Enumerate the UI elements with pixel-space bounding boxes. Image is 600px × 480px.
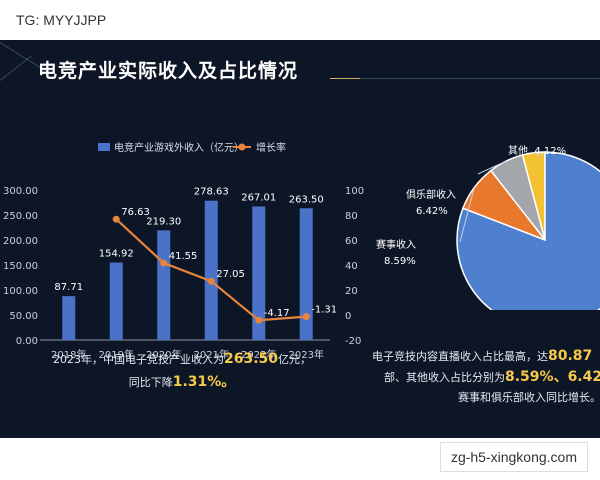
growth-point xyxy=(160,259,168,267)
pie-chart: 其他, 4.12% 俱乐部收入 6.42% 赛事收入 8.59% xyxy=(376,144,600,310)
legend-bar-label: 电竞产业游戏外收入（亿元） xyxy=(114,141,244,154)
page-title: 电竞产业实际收入及占比情况 xyxy=(38,60,299,82)
x-tick-label: 2018年 xyxy=(51,348,86,361)
pie-leader-line xyxy=(533,152,543,157)
growth-point xyxy=(302,313,310,321)
note-right-line1-text: 电子竞技内容直播收入占比最高，达 xyxy=(372,350,548,363)
decor-line xyxy=(330,78,600,79)
bar xyxy=(109,262,123,340)
pie-label: 其他, 4.12% xyxy=(508,144,566,157)
note-right-line2-text: 部、其他收入占比分别为 xyxy=(384,371,505,384)
growth-value-label: -4.17 xyxy=(264,308,290,319)
x-tick-label: 2020年 xyxy=(146,348,181,361)
x-tick-label: 2023年 xyxy=(289,348,324,361)
decor-line xyxy=(330,78,360,79)
y-right-tick-label: 80 xyxy=(345,211,358,222)
note-right: 电子竞技内容直播收入占比最高，达80.87 部、其他收入占比分别为8.59%、6… xyxy=(372,346,600,408)
growth-point xyxy=(112,215,120,223)
y-left-tick-label: 300.00 xyxy=(3,186,38,197)
y-right-tick-label: 100 xyxy=(345,186,364,197)
y-right-tick-label: 60 xyxy=(345,236,358,247)
legend-line-marker xyxy=(238,143,246,151)
bar xyxy=(62,296,76,340)
note-left-line2-value: 1.31%。 xyxy=(172,374,236,390)
bar-value-label: 263.50 xyxy=(289,194,324,205)
dashboard-slide: 电竞产业实际收入及占比情况 0.00 50.00 100.00 150.00 200.0… xyxy=(0,40,600,438)
growth-value-label: 41.55 xyxy=(169,251,198,262)
combo-chart: 0.00 50.00 100.00 150.00 200.00 250.00 300.00 -… xyxy=(3,141,364,361)
bar xyxy=(252,206,266,340)
growth-value-label: -1.31 xyxy=(311,305,337,316)
pie-leader-line xyxy=(477,160,507,175)
x-tick-label: 2021年 xyxy=(194,348,229,361)
y-right-tick-label: -20 xyxy=(345,336,361,347)
bar-value-label: 267.01 xyxy=(241,192,276,203)
bar-value-label: 87.71 xyxy=(54,282,83,293)
growth-value-label: 27.05 xyxy=(216,269,245,280)
note-left-line2: 同比下降1.31%。 xyxy=(32,371,332,394)
note-left-line2-prefix: 同比下降 xyxy=(128,376,173,389)
bar-value-label: 154.92 xyxy=(99,249,134,260)
note-left-prefix: 2023年，中国电子竞技产业收入为 xyxy=(52,353,224,366)
y-left-tick-label: 50.00 xyxy=(9,311,38,322)
note-left-value: 263.50 xyxy=(223,351,279,367)
bar-value-label: 219.30 xyxy=(146,216,181,227)
growth-point xyxy=(207,277,215,285)
bar-value-label: 278.63 xyxy=(194,187,229,198)
y-left-tick-label: 100.00 xyxy=(3,286,38,297)
pie-leader-line xyxy=(459,187,475,243)
bar xyxy=(157,230,171,340)
note-right-line3: 赛事和俱乐部收入同比增长。 xyxy=(372,388,600,408)
bar xyxy=(299,208,313,340)
watermark-top: TG: MYYJJPP xyxy=(8,8,115,32)
note-right-line1: 电子竞技内容直播收入占比最高，达80.87 xyxy=(372,346,600,367)
pie-label: 赛事收入 xyxy=(376,238,416,251)
growth-point xyxy=(255,316,263,324)
y-left-tick-label: 200.00 xyxy=(3,236,38,247)
note-right-line2: 部、其他收入占比分别为8.59%、6.42 xyxy=(372,367,600,388)
y-left-tick-label: 0.00 xyxy=(16,336,38,347)
y-right-tick-label: 0 xyxy=(345,311,351,322)
note-left-line1: 2023年，中国电子竞技产业收入为263.50亿元， xyxy=(32,348,332,371)
pie-label: 8.59% xyxy=(384,256,416,267)
pie-label: 俱乐部收入 xyxy=(406,188,456,201)
decor-line xyxy=(0,55,32,81)
note-right-line2-value: 8.59%、6.42 xyxy=(505,369,600,385)
pie-label: 6.42% xyxy=(416,206,448,217)
x-tick-label: 2019年 xyxy=(99,348,134,361)
growth-value-label: 76.63 xyxy=(121,207,150,218)
bar xyxy=(204,200,218,340)
note-left: 2023年，中国电子竞技产业收入为263.50亿元， 同比下降1.31%。 xyxy=(32,348,332,394)
legend-bar-swatch xyxy=(98,143,110,151)
x-tick-label: 2022年 xyxy=(241,348,276,361)
pie-slice xyxy=(456,151,600,310)
legend-line-label: 增长率 xyxy=(256,141,286,154)
note-right-line3-text: 赛事和俱乐部收入同比增长。 xyxy=(458,391,600,404)
note-left-suffix: 亿元， xyxy=(278,353,312,366)
y-left-tick-label: 250.00 xyxy=(3,211,38,222)
note-right-line1-value: 80.87 xyxy=(548,348,593,364)
y-right-tick-label: 40 xyxy=(345,261,358,272)
y-left-tick-label: 150.00 xyxy=(3,261,38,272)
y-right-tick-label: 20 xyxy=(345,286,358,297)
watermark-bottom: zg-h5-xingkong.com xyxy=(439,442,588,472)
